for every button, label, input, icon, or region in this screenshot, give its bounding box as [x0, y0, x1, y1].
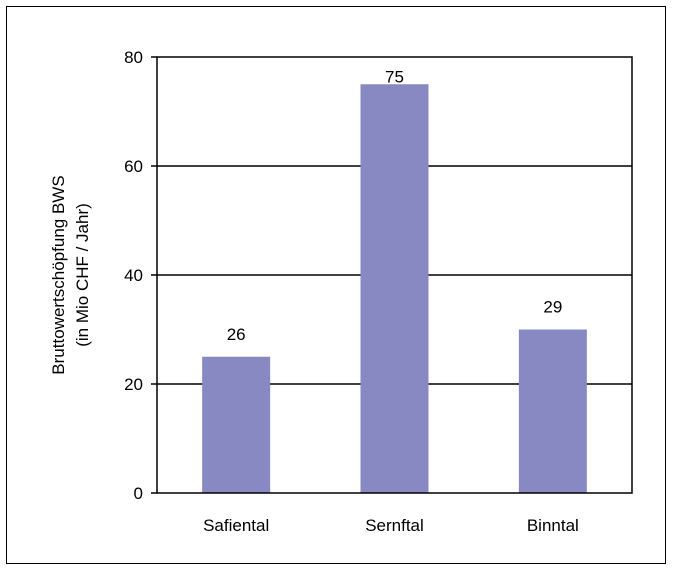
- x-tick-label: Sernftal: [365, 516, 424, 535]
- y-axis-title-line-1: Bruttowertschöpfung BWS: [49, 175, 68, 374]
- x-tick-label: Binntal: [527, 516, 579, 535]
- data-label: 26: [227, 325, 246, 344]
- chart-frame: [6, 6, 666, 564]
- y-tick-label: 0: [134, 484, 143, 503]
- y-tick-label: 40: [124, 266, 143, 285]
- y-tick-label: 60: [124, 157, 143, 176]
- bar-safiental: [202, 356, 271, 493]
- x-tick-labels: Safiental Sernftal Binntal: [203, 516, 579, 535]
- plot-border: [156, 56, 633, 494]
- x-tick-label: Safiental: [203, 516, 269, 535]
- axes: [156, 56, 633, 494]
- y-axis-title-line-2: (in Mio CHF / Jahr): [73, 203, 92, 347]
- bar-sernftal: [360, 84, 429, 493]
- data-label: 75: [385, 67, 404, 86]
- y-tick-label: 20: [124, 375, 143, 394]
- bar-binntal: [518, 329, 587, 493]
- y-tick-label: 80: [124, 48, 143, 67]
- data-labels: 26 75 29: [227, 67, 563, 344]
- data-label: 29: [543, 298, 562, 317]
- y-tick-labels: 0 20 40 60 80: [124, 48, 143, 503]
- bars: [202, 84, 587, 493]
